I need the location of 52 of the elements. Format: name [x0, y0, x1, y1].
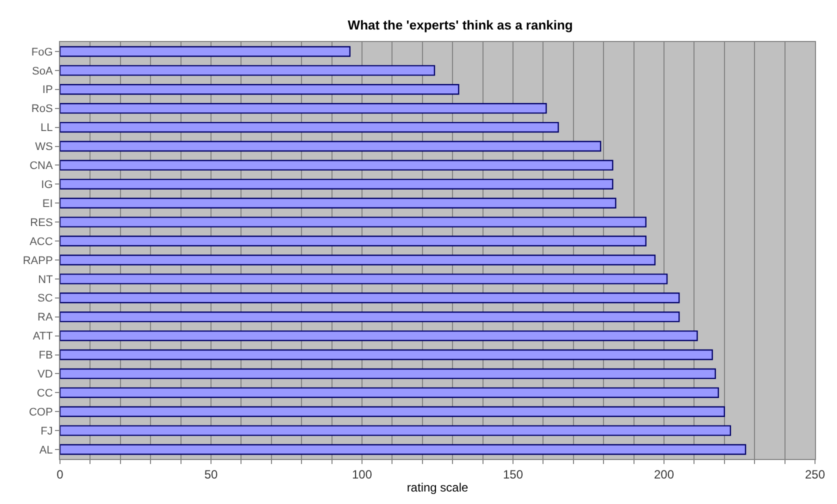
- y-tick-label: IG: [41, 179, 53, 192]
- x-axis-title: rating scale: [406, 480, 469, 494]
- y-tick-label: FJ: [40, 425, 53, 438]
- x-tick-label: 50: [204, 467, 218, 482]
- bar: [60, 84, 460, 95]
- y-tick-label: NT: [38, 274, 54, 286]
- bar: [60, 160, 614, 171]
- y-tick-label: AL: [39, 444, 53, 456]
- y-tick-label: RES: [30, 216, 53, 229]
- y-tick-label: LL: [40, 122, 53, 134]
- y-tick-label: RA: [38, 312, 54, 324]
- bar: [60, 349, 713, 360]
- x-tick-label: 100: [352, 467, 372, 482]
- y-tick-label: FoG: [31, 46, 53, 58]
- y-tick-label: CNA: [30, 160, 54, 172]
- bar: [60, 292, 680, 304]
- y-tick-label: VD: [38, 368, 53, 381]
- y-tick-label: SC: [38, 292, 53, 305]
- chart-title: What the 'experts' think as a ranking: [348, 17, 573, 32]
- y-tick-label: CC: [36, 388, 53, 400]
- y-tick-label: COP: [28, 406, 53, 418]
- bar: [60, 140, 602, 152]
- bar: [60, 274, 668, 284]
- y-tick-label: SoA: [32, 65, 54, 78]
- bar: [60, 103, 547, 114]
- bar: [60, 65, 436, 76]
- y-tick-label: ATT: [32, 330, 54, 343]
- x-tick-label: 250: [804, 467, 826, 482]
- y-tick-label: FB: [38, 350, 53, 362]
- bar: [60, 387, 719, 398]
- bar: [60, 236, 646, 246]
- y-tick-label: EI: [42, 198, 53, 210]
- bar: [60, 46, 351, 57]
- bar: [60, 122, 559, 133]
- y-tick-label: WS: [35, 141, 53, 154]
- x-tick-label: 150: [502, 467, 524, 482]
- bar: [60, 368, 716, 380]
- x-tick-label: 0: [56, 467, 64, 482]
- y-tick-label: RAPP: [22, 254, 53, 267]
- bar: [60, 406, 725, 417]
- y-tick-label: RoS: [31, 103, 53, 116]
- x-tick-label: 200: [654, 467, 674, 482]
- bar: [60, 330, 698, 342]
- y-tick-label: IP: [42, 84, 53, 96]
- bar: [60, 178, 614, 190]
- y-tick-label: ACC: [30, 236, 53, 248]
- bar: [60, 216, 646, 228]
- bar: [60, 198, 616, 208]
- bar: [60, 312, 680, 322]
- bar: [60, 444, 746, 455]
- bar: [60, 254, 656, 266]
- bar: [60, 425, 732, 436]
